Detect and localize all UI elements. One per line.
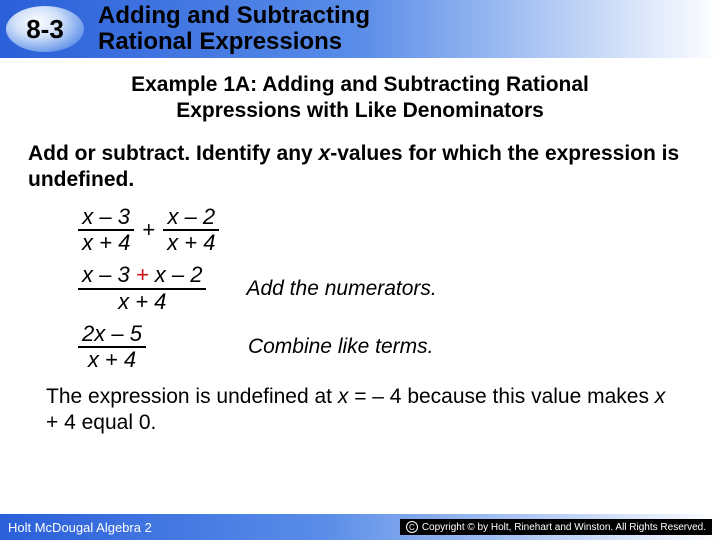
copyright-text: Copyright © by Holt, Rinehart and Winsto… (422, 522, 706, 533)
example-heading-line1: Example 1A: Adding and Subtracting Ratio… (28, 72, 692, 98)
section-number: 8-3 (26, 14, 64, 45)
title-line-2: Rational Expressions (98, 29, 370, 55)
num-part-b: x – 2 (149, 262, 203, 287)
slide-footer: Holt McDougal Algebra 2 C Copyright © by… (0, 514, 720, 540)
slide-header: 8-3 Adding and Subtracting Rational Expr… (0, 0, 720, 58)
expression-row-3: 2x – 5 x + 4 Combine like terms. (78, 322, 692, 372)
math-work: x – 3 x + 4 + x – 2 x + 4 x – 3 + x – 2 … (78, 205, 692, 372)
example-heading: Example 1A: Adding and Subtracting Ratio… (28, 72, 692, 125)
instruction-text: Add or subtract. Identify any x-values f… (28, 141, 692, 194)
expression-row-2: x – 3 + x – 2 x + 4 Add the numerators. (78, 263, 692, 313)
expression-row-1: x – 3 x + 4 + x – 2 x + 4 (78, 205, 692, 255)
instruction-pre: Add or subtract. Identify any (28, 142, 319, 165)
slide-content: Example 1A: Adding and Subtracting Ratio… (0, 58, 720, 437)
num-part-a: x – 3 (82, 262, 136, 287)
conclusion-c: + 4 equal 0. (46, 411, 156, 434)
fraction-combined: x – 3 + x – 2 x + 4 (78, 263, 206, 313)
combined-denominator: x + 4 (114, 290, 170, 314)
frac1-denominator: x + 4 (78, 231, 134, 255)
frac2-denominator: x + 4 (163, 231, 219, 255)
conclusion-a: The expression is undefined at (46, 385, 338, 408)
conclusion-b: = – 4 because this value makes (348, 385, 654, 408)
conclusion-text: The expression is undefined at x = – 4 b… (46, 384, 674, 437)
combined-numerator: x – 3 + x – 2 (78, 263, 206, 289)
result-numerator: 2x – 5 (78, 322, 146, 348)
frac2-numerator: x – 2 (163, 205, 219, 231)
fraction-1: x – 3 x + 4 (78, 205, 134, 255)
conclusion-var2: x (655, 385, 666, 408)
fraction-result: 2x – 5 x + 4 (78, 322, 146, 372)
num-red-plus: + (136, 262, 149, 287)
copyright-icon: C (406, 521, 418, 533)
section-badge: 8-3 (6, 6, 84, 52)
frac1-numerator: x – 3 (78, 205, 134, 231)
plus-sign: + (142, 217, 155, 243)
fraction-2: x – 2 x + 4 (163, 205, 219, 255)
result-denominator: x + 4 (84, 348, 140, 372)
step2-note: Add the numerators. (246, 277, 436, 301)
footer-book-title: Holt McDougal Algebra 2 (8, 520, 152, 535)
slide-title: Adding and Subtracting Rational Expressi… (98, 3, 370, 56)
title-line-1: Adding and Subtracting (98, 3, 370, 29)
footer-copyright: C Copyright © by Holt, Rinehart and Wins… (400, 519, 712, 535)
instruction-var: x (319, 142, 331, 165)
example-heading-line2: Expressions with Like Denominators (28, 98, 692, 124)
conclusion-var1: x (338, 385, 349, 408)
step3-note: Combine like terms. (248, 335, 434, 359)
